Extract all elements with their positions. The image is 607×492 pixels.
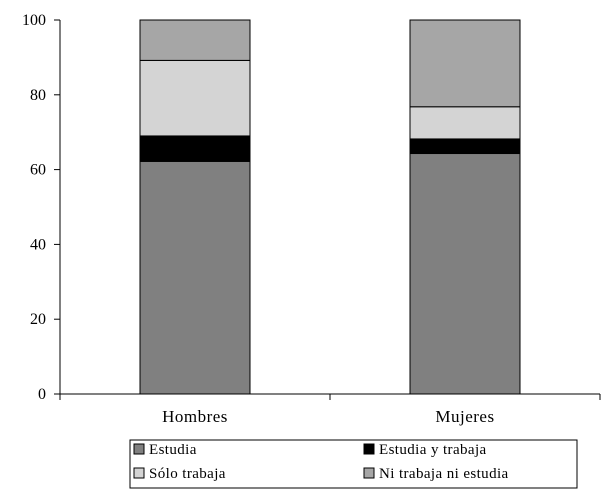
x-axis: Hombres Mujeres	[59, 393, 601, 426]
y-tick-label: 0	[38, 386, 46, 403]
bar-segment-hombres-4	[139, 19, 251, 61]
y-tick-label: 80	[30, 87, 46, 104]
legend-label: Ni trabaja ni estudia	[379, 466, 509, 482]
bars	[139, 19, 521, 395]
legend-swatch	[363, 443, 375, 455]
legend-label: Sólo trabaja	[149, 466, 226, 482]
legend: Estudia Estudia y trabaja Sólo trabaja Ni t…	[129, 439, 578, 489]
bar-segment-mujeres-2	[409, 138, 521, 155]
legend-label: Estudia y trabaja	[379, 442, 487, 458]
legend-swatch	[133, 467, 145, 479]
bar-segment-hombres-3	[139, 59, 251, 137]
y-tick-label: 20	[30, 311, 46, 328]
legend-swatch	[133, 443, 145, 455]
bar-segment-mujeres-4	[409, 19, 521, 108]
bar-segment-hombres-2	[139, 135, 251, 162]
legend-box	[129, 439, 578, 489]
bar-segment-mujeres-3	[409, 106, 521, 140]
legend-swatch	[363, 467, 375, 479]
bar-segment-mujeres-1	[409, 153, 521, 395]
x-category-label: Hombres	[162, 407, 228, 426]
bar-segment-hombres-1	[139, 160, 251, 395]
y-tick-label: 40	[30, 236, 46, 253]
y-tick-label: 60	[30, 162, 46, 179]
x-category-label: Mujeres	[435, 407, 494, 426]
legend-label: Estudia	[149, 442, 197, 458]
y-tick-label: 100	[22, 12, 46, 29]
y-axis: 0 20 40 60 80 100	[22, 12, 61, 403]
